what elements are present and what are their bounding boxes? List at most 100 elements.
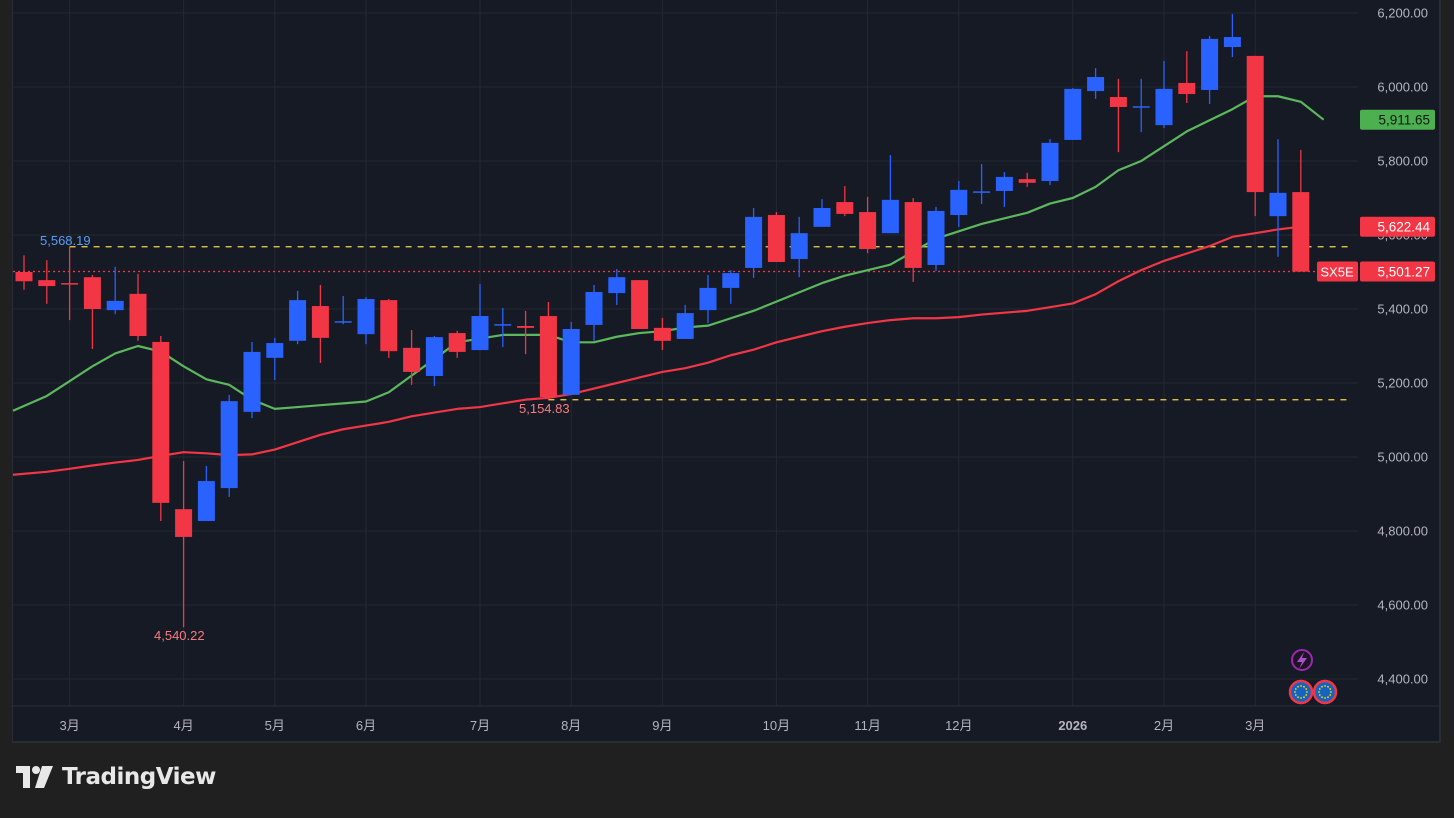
time-tick: 3月 bbox=[1245, 718, 1265, 733]
time-tick: 12月 bbox=[945, 718, 972, 733]
candle bbox=[357, 297, 375, 345]
candle bbox=[767, 212, 785, 263]
svg-text:5,911.65: 5,911.65 bbox=[1378, 113, 1430, 128]
candle bbox=[973, 163, 991, 204]
brand-name: TradingView bbox=[62, 764, 216, 790]
time-tick: 11月 bbox=[854, 718, 881, 733]
candle bbox=[1292, 149, 1310, 272]
candles bbox=[15, 14, 1310, 628]
candle bbox=[1109, 78, 1127, 153]
candle bbox=[494, 307, 512, 348]
candle bbox=[722, 270, 740, 304]
high-marker-label: 5,568.19 bbox=[40, 233, 91, 248]
candle bbox=[699, 274, 717, 324]
eu-flag-event-icon[interactable] bbox=[1288, 679, 1314, 705]
candle bbox=[745, 207, 763, 278]
candle bbox=[1018, 172, 1036, 187]
candle bbox=[1064, 88, 1082, 140]
candle bbox=[1155, 61, 1173, 129]
candle bbox=[403, 330, 421, 385]
candle bbox=[380, 299, 398, 358]
candle bbox=[1132, 78, 1150, 133]
price-tick: 6,000.00 bbox=[1377, 80, 1428, 95]
lightning-event-icon[interactable] bbox=[1291, 649, 1313, 671]
candle bbox=[334, 296, 352, 325]
candle bbox=[881, 155, 899, 234]
candle bbox=[175, 461, 193, 628]
candle bbox=[608, 269, 626, 305]
candle bbox=[289, 290, 307, 345]
candle bbox=[813, 199, 831, 227]
tradingview-brand[interactable]: TradingView bbox=[16, 764, 216, 790]
candle bbox=[927, 206, 945, 271]
candle bbox=[904, 198, 922, 282]
sma-slow-line bbox=[12, 225, 1301, 476]
candle bbox=[585, 284, 603, 341]
candle bbox=[631, 280, 649, 329]
candle bbox=[243, 341, 261, 419]
svg-text:5,622.44: 5,622.44 bbox=[1377, 220, 1430, 235]
candle bbox=[266, 337, 284, 381]
candle bbox=[1178, 51, 1196, 103]
low-marker-label: 4,540.22 bbox=[154, 628, 205, 643]
grid bbox=[13, 0, 1440, 707]
candle bbox=[83, 274, 101, 349]
svg-text:5,501.27: 5,501.27 bbox=[1377, 265, 1430, 280]
time-tick: 5月 bbox=[265, 718, 285, 733]
time-scale[interactable]: 3月 4月 5月 6月 7月 8月 9月 10月 11月 12月 2026 2月 3月 bbox=[59, 718, 1265, 733]
candle bbox=[1041, 139, 1059, 186]
price-scale[interactable]: 6,200.006,000.005,800.005,600.005,400.00… bbox=[1377, 6, 1428, 687]
candle bbox=[425, 336, 443, 386]
eu-flag-event-icon[interactable] bbox=[1312, 679, 1338, 705]
time-tick: 9月 bbox=[652, 718, 672, 733]
price-tick: 6,200.00 bbox=[1377, 6, 1428, 21]
price-tick: 4,600.00 bbox=[1377, 598, 1428, 613]
candle bbox=[220, 394, 238, 497]
price-tick: 5,200.00 bbox=[1377, 376, 1428, 391]
time-tick: 8月 bbox=[561, 718, 581, 733]
price-tick: 4,800.00 bbox=[1377, 524, 1428, 539]
candle bbox=[471, 283, 489, 351]
price-tick: 5,000.00 bbox=[1377, 450, 1428, 465]
candle bbox=[1269, 139, 1287, 257]
candle bbox=[539, 301, 557, 400]
candle bbox=[15, 255, 33, 290]
candle bbox=[1087, 68, 1105, 99]
candle bbox=[311, 284, 329, 364]
price-tick: 5,800.00 bbox=[1377, 154, 1428, 169]
time-tick: 7月 bbox=[470, 718, 490, 733]
symbol-tag: SX5E bbox=[1320, 265, 1354, 280]
candle bbox=[859, 196, 877, 254]
candle bbox=[152, 336, 170, 522]
candle bbox=[790, 216, 808, 278]
time-tick: 2月 bbox=[1154, 718, 1174, 733]
time-tick: 10月 bbox=[763, 718, 790, 733]
candle bbox=[448, 330, 466, 358]
candle bbox=[836, 186, 854, 217]
candle bbox=[1201, 35, 1219, 105]
candle bbox=[197, 465, 215, 522]
price-badges: 5,911.65 5,622.44 5,501.27 SX5E bbox=[1317, 109, 1435, 282]
time-tick: 6月 bbox=[356, 718, 376, 733]
price-annotations: 5,568.19 4,540.22 5,154.83 bbox=[40, 233, 570, 643]
sma-fast-line bbox=[12, 95, 1325, 412]
price-tick: 4,400.00 bbox=[1377, 672, 1428, 687]
time-tick: 3月 bbox=[59, 718, 79, 733]
event-markers[interactable] bbox=[1288, 649, 1338, 705]
candle bbox=[38, 260, 56, 304]
time-tick: 4月 bbox=[173, 718, 193, 733]
candle bbox=[61, 246, 79, 321]
price-tick: 5,400.00 bbox=[1377, 302, 1428, 317]
candle bbox=[562, 321, 580, 395]
candle bbox=[1246, 55, 1264, 217]
candle bbox=[995, 172, 1013, 207]
candle bbox=[653, 317, 671, 351]
candle bbox=[676, 304, 694, 339]
mid-low-marker-label: 5,154.83 bbox=[519, 401, 570, 416]
candle bbox=[106, 266, 124, 315]
candle bbox=[1223, 14, 1241, 58]
horizontal-lines bbox=[13, 246, 1352, 401]
time-tick: 2026 bbox=[1058, 718, 1087, 733]
candle bbox=[950, 180, 968, 227]
